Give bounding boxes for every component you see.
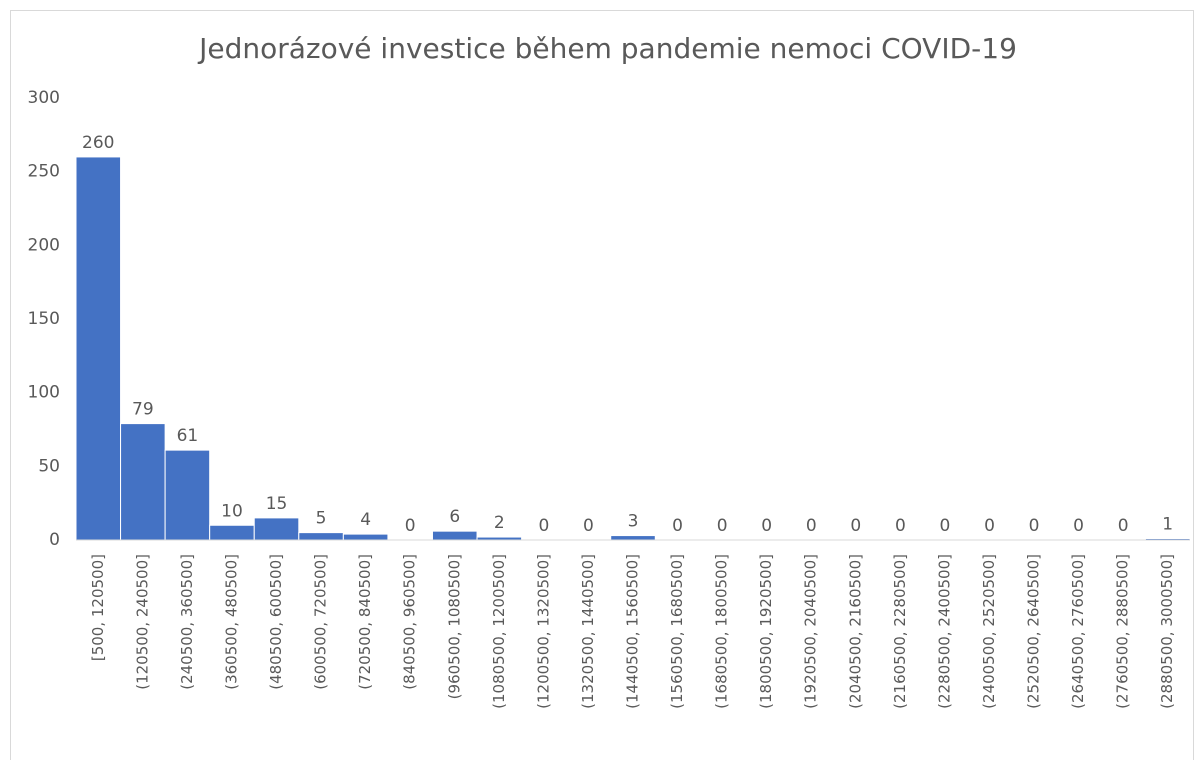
x-tick-label: (2520500, 2640500] <box>1025 554 1043 709</box>
y-tick-label: 0 <box>49 530 60 550</box>
data-label: 0 <box>538 516 549 536</box>
x-tick-label: (2040500, 2160500] <box>846 554 864 709</box>
bar <box>253 517 300 541</box>
y-tick-label: 100 <box>28 383 60 403</box>
data-label: 3 <box>628 512 639 532</box>
x-tick-label: (840500, 960500] <box>401 554 419 690</box>
x-tick-label: (1080500, 1200500] <box>490 554 508 709</box>
bar <box>164 449 211 541</box>
data-label: 4 <box>360 510 371 530</box>
data-label: 0 <box>583 516 594 536</box>
x-tick-label: (240500, 360500] <box>178 554 196 690</box>
x-tick-label: (1440500, 1560500] <box>624 554 642 709</box>
x-tick-label: (600500, 720500] <box>312 554 330 690</box>
bar <box>298 532 344 541</box>
data-label: 0 <box>405 516 416 536</box>
x-tick-label: (480500, 600500] <box>267 554 285 690</box>
data-label: 15 <box>266 494 288 514</box>
data-label: 0 <box>940 516 951 536</box>
data-label: 0 <box>850 516 861 536</box>
x-tick-label: (1320500, 1440500] <box>579 554 597 709</box>
x-tick-label: (1200500, 1320500] <box>534 554 552 709</box>
data-label: 0 <box>895 516 906 536</box>
bar <box>120 423 166 541</box>
bar <box>75 156 122 541</box>
data-label: 10 <box>221 501 243 521</box>
bar <box>342 533 389 541</box>
data-label: 61 <box>177 426 199 446</box>
y-tick-label: 300 <box>28 88 60 108</box>
x-tick-label: (1680500, 1800500] <box>713 554 731 709</box>
data-label: 1 <box>1162 515 1173 535</box>
y-tick-label: 50 <box>38 456 60 476</box>
x-tick-label: (2760500, 2880500] <box>1114 554 1132 709</box>
x-tick-label: (120500, 240500] <box>133 554 151 690</box>
x-tick-label: (2160500, 2280500] <box>891 554 909 709</box>
data-label: 0 <box>984 516 995 536</box>
data-label: 0 <box>1118 516 1129 536</box>
data-label: 0 <box>1029 516 1040 536</box>
bar <box>209 524 255 541</box>
x-tick-label: (1560500, 1680500] <box>668 554 686 709</box>
x-tick-label: (960500, 1080500] <box>445 554 463 699</box>
data-label: 0 <box>806 516 817 536</box>
x-tick-label: (1800500, 1920500] <box>757 554 775 709</box>
x-tick-label: (2400500, 2520500] <box>980 554 998 709</box>
data-label: 0 <box>672 516 683 536</box>
bar <box>610 535 656 541</box>
data-label: 260 <box>82 133 114 153</box>
x-tick-label: (360500, 480500] <box>222 554 240 690</box>
data-label: 0 <box>761 516 772 536</box>
data-label: 2 <box>494 513 505 533</box>
chart-title: Jednorázové investice během pandemie nem… <box>197 32 1017 65</box>
x-tick-label: [500, 120500] <box>89 554 107 661</box>
y-tick-label: 200 <box>28 235 60 255</box>
data-label: 79 <box>132 400 154 420</box>
bar <box>431 530 478 541</box>
x-tick-label: (2880500, 3000500] <box>1158 554 1176 709</box>
x-tick-label: (2640500, 2760500] <box>1069 554 1087 709</box>
y-tick-label: 150 <box>28 309 60 329</box>
data-label: 5 <box>316 509 327 529</box>
y-tick-label: 250 <box>28 162 60 182</box>
chart-frame <box>10 10 1194 760</box>
x-tick-label: (720500, 840500] <box>356 554 374 690</box>
x-tick-label: (2280500, 2400500] <box>935 554 953 709</box>
data-label: 0 <box>1073 516 1084 536</box>
data-label: 6 <box>449 507 460 527</box>
x-tick-label: (1920500, 2040500] <box>802 554 820 709</box>
data-label: 0 <box>717 516 728 536</box>
